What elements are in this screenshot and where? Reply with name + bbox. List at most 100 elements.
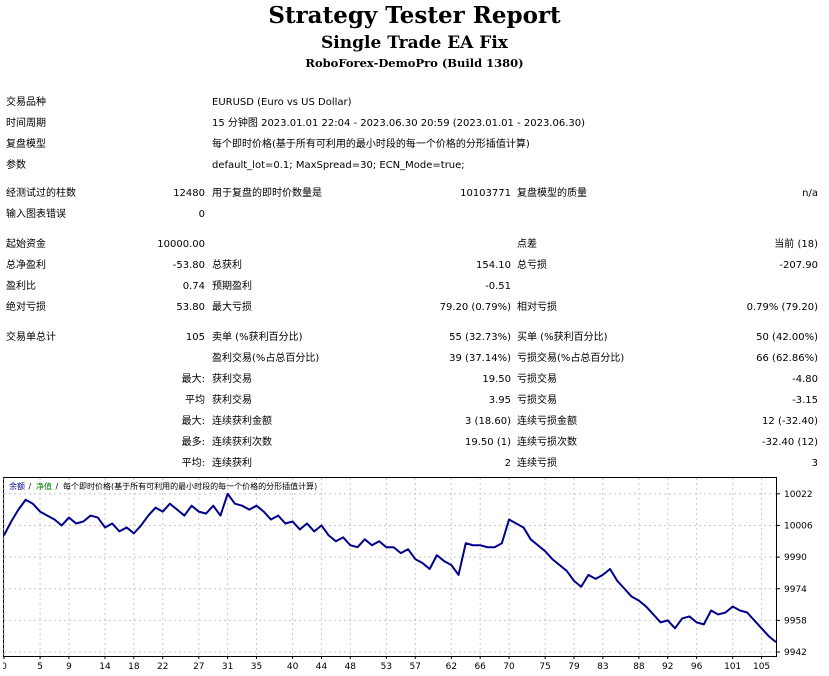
errors-value: 0	[198, 209, 205, 220]
bars-label: 经测试过的柱数	[6, 188, 76, 199]
symbol-value: EURUSD (Euro vs US Dollar)	[212, 97, 352, 108]
short-trades-value: 55 (32.73%)	[449, 332, 511, 343]
avg-win-label: 获利交易	[212, 395, 252, 406]
x-axis-ticks: 0 5 9 14 18 22 27 31 35 40 44 48 53 57 62 66 70 75 79 83 88 9…	[3, 656, 770, 672]
max-drawdown-value: 79.20 (0.79%)	[439, 302, 511, 313]
report-build: RoboForex-DemoPro (Build 1380)	[305, 56, 524, 70]
total-trades-label: 交易单总计	[6, 332, 56, 343]
period-value: 15 分钟图 2023.01.01 22:04 - 2023.06.30 20:…	[212, 118, 586, 129]
average-prefix: 平均	[185, 395, 205, 406]
avg-consec-win-label: 连续获利	[212, 458, 252, 469]
payoff-value: -0.51	[485, 281, 511, 292]
ticks-value: 10103771	[460, 188, 511, 199]
max-drawdown-label: 最大亏损	[212, 302, 252, 313]
max-consec-loss-label: 连续亏损金额	[517, 416, 577, 427]
x-tick-label: 35	[251, 662, 262, 672]
y-tick-label: 9990	[784, 553, 807, 563]
avg-consec-prefix: 平均:	[181, 458, 205, 469]
caption-sep-1: /	[26, 482, 34, 491]
y-tick-label: 10006	[784, 521, 813, 531]
deposit-value: 10000.00	[157, 239, 205, 250]
most-consec-win-label: 连续获利次数	[212, 437, 272, 448]
long-trades-value: 50 (42.00%)	[756, 332, 818, 343]
largest-win-value: 19.50	[482, 374, 511, 385]
x-tick-label: 96	[691, 662, 703, 672]
abs-drawdown-label: 绝对亏损	[6, 302, 46, 313]
deposit-label: 起始资金	[6, 239, 46, 250]
x-tick-label: 53	[381, 662, 392, 672]
chart-border	[3, 477, 777, 657]
max-consec-win-value: 3 (18.60)	[465, 416, 511, 427]
x-tick-label: 48	[345, 662, 357, 672]
report-subtitle: Single Trade EA Fix	[321, 33, 508, 53]
x-tick-label: 27	[193, 662, 204, 672]
y-tick-label: 10022	[784, 490, 813, 500]
chart-grid	[3, 478, 776, 656]
rel-drawdown-value: 0.79% (79.20)	[746, 302, 818, 313]
x-tick-label: 88	[633, 662, 645, 672]
x-tick-label: 57	[410, 662, 421, 672]
most-consec-win-value: 19.50 (1)	[465, 437, 511, 448]
largest-prefix: 最大:	[181, 374, 205, 385]
x-tick-label: 83	[597, 662, 608, 672]
loss-trades-value: 66 (62.86%)	[756, 353, 818, 364]
largest-win-label: 获利交易	[212, 374, 252, 385]
avg-consec-loss-label: 连续亏损	[517, 458, 557, 469]
x-tick-label: 22	[157, 662, 168, 672]
max-prefix: 最大:	[181, 416, 205, 427]
avg-consec-win-value: 2	[504, 458, 511, 469]
avg-loss-label: 亏损交易	[517, 395, 557, 406]
win-trades-label: 盈利交易(%占总百分比)	[212, 353, 320, 364]
gross-loss-value: -207.90	[779, 260, 818, 271]
caption-equity: 净值	[36, 481, 52, 491]
y-axis-ticks: 10022 10006 9990 9974 9958 9942	[776, 490, 813, 658]
short-trades-label: 卖单 (%获利百分比)	[212, 332, 303, 343]
net-profit-value: -53.80	[172, 260, 205, 271]
x-tick-label: 44	[316, 662, 328, 672]
y-tick-label: 9942	[784, 648, 807, 658]
win-trades-value: 39 (37.14%)	[449, 353, 511, 364]
x-tick-label: 9	[66, 662, 72, 672]
x-tick-label: 66	[474, 662, 486, 672]
balance-line	[3, 492, 777, 643]
x-tick-label: 101	[724, 662, 741, 672]
quality-value: n/a	[802, 188, 818, 199]
max-consec-loss-value: 12 (-32.40)	[762, 416, 818, 427]
model-value: 每个即时价格(基于所有可利用的最小时段的每一个价格的分形插值计算)	[212, 139, 530, 150]
params-value: default_lot=0.1; MaxSpread=30; ECN_Mode=…	[212, 160, 465, 171]
quality-label: 复盘模型的质量	[517, 188, 587, 199]
y-tick-label: 9974	[784, 585, 807, 595]
loss-trades-label: 亏损交易(%占总百分比)	[517, 353, 625, 364]
avg-consec-loss-value: 3	[811, 458, 818, 469]
gross-profit-value: 154.10	[476, 260, 511, 271]
bars-value: 12480	[173, 188, 205, 199]
errors-label: 输入图表错误	[6, 209, 66, 220]
gross-loss-label: 总亏损	[517, 260, 547, 271]
params-label: 参数	[6, 160, 26, 171]
x-tick-label: 18	[128, 662, 140, 672]
x-tick-label: 79	[568, 662, 580, 672]
caption-text: 每个即时价格(基于所有可利用的最小时段的每一个价格的分形插值计算)	[63, 481, 317, 491]
x-tick-label: 14	[99, 662, 111, 672]
avg-loss-value: -3.15	[792, 395, 818, 406]
long-trades-label: 买单 (%获利百分比)	[517, 332, 608, 343]
chart-series	[3, 492, 777, 643]
x-tick-label: 5	[37, 662, 43, 672]
most-consec-loss-label: 连续亏损次数	[517, 437, 577, 448]
spread-value: 当前 (18)	[774, 239, 818, 250]
rel-drawdown-label: 相对亏损	[517, 302, 557, 313]
x-tick-label: 70	[503, 662, 515, 672]
largest-loss-value: -4.80	[792, 374, 818, 385]
spread-label: 点差	[517, 239, 537, 250]
max-consec-win-label: 连续获利金额	[212, 416, 272, 427]
profit-factor-label: 盈利比	[6, 281, 36, 292]
net-profit-label: 总净盈利	[6, 260, 46, 271]
most-prefix: 最多:	[181, 437, 205, 448]
gross-profit-label: 总获利	[212, 260, 242, 271]
ticks-label: 用于复盘的即时价数量是	[212, 188, 322, 199]
abs-drawdown-value: 53.80	[176, 302, 205, 313]
payoff-label: 预期盈利	[212, 281, 252, 292]
caption-sep-2: /	[53, 482, 61, 491]
most-consec-loss-value: -32.40 (12)	[762, 437, 818, 448]
profit-factor-value: 0.74	[182, 281, 205, 292]
